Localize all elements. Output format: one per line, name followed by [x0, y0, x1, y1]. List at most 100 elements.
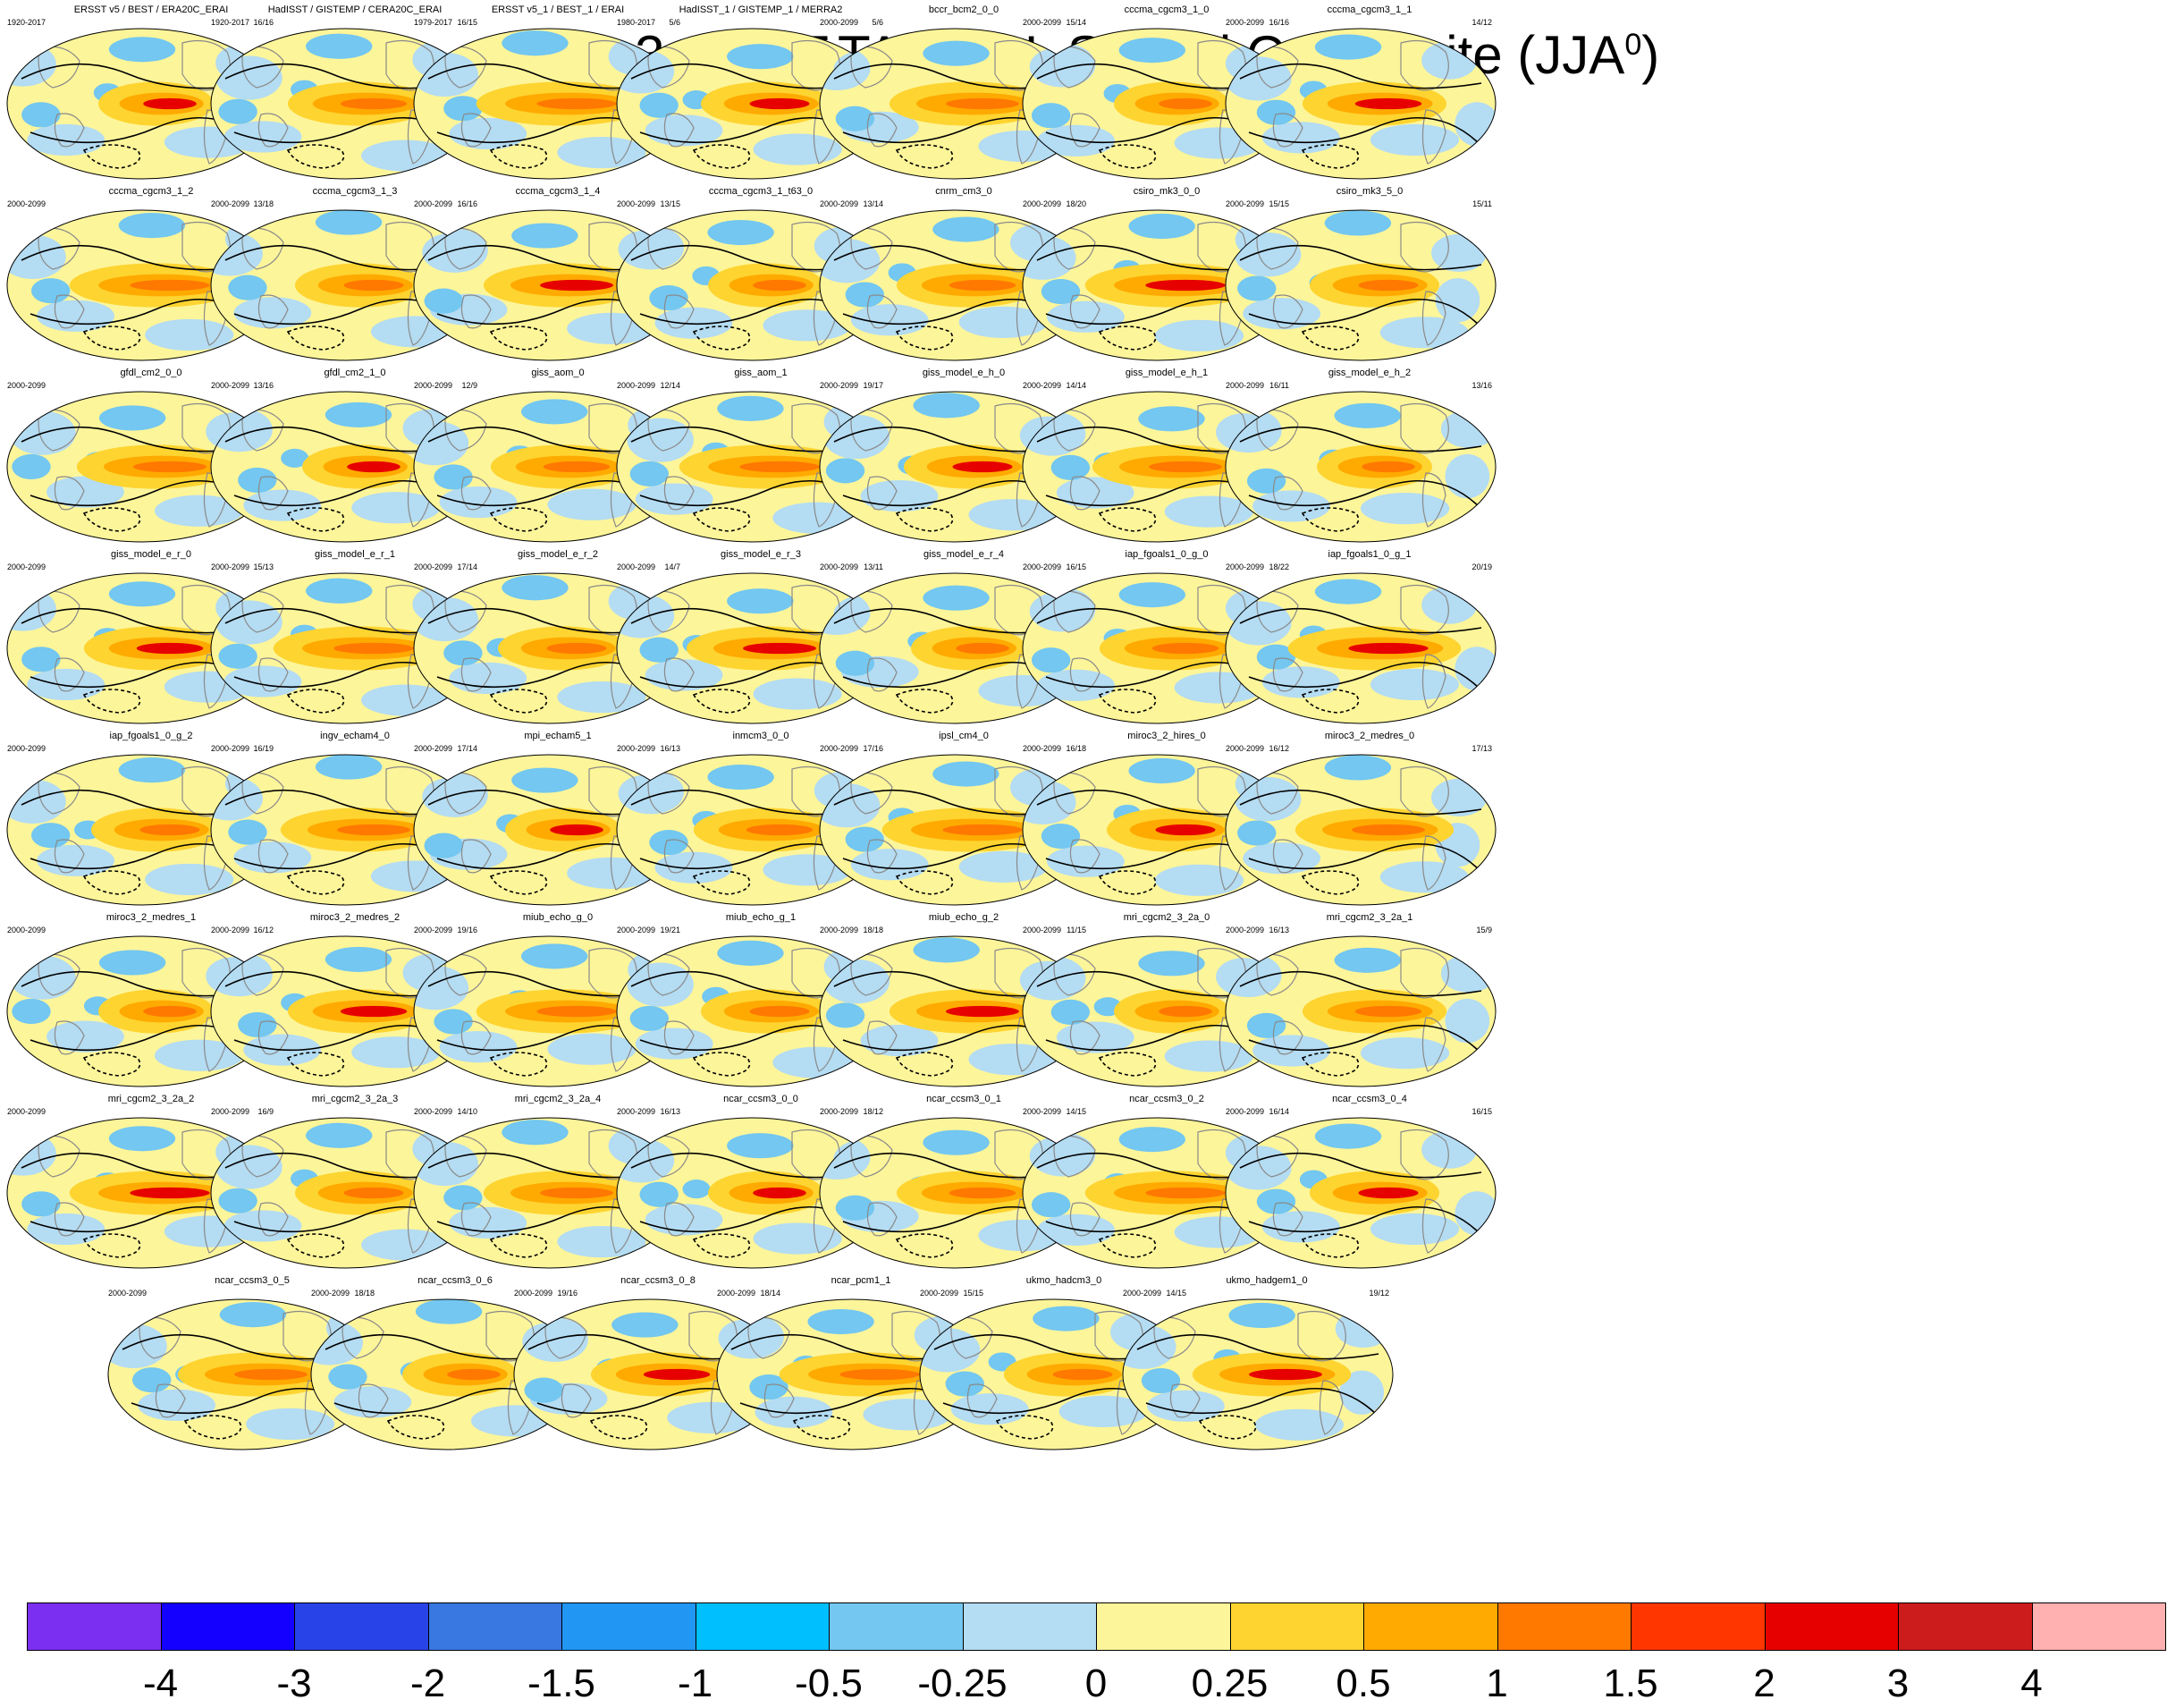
- warm-tongue-core: [1159, 97, 1212, 110]
- anomaly-patch: [238, 467, 277, 494]
- anomaly-patch: [511, 767, 578, 793]
- psl-contour: [692, 144, 751, 169]
- anomaly-patch: [629, 461, 669, 486]
- coastline: [1421, 654, 1446, 709]
- coastline: [1400, 403, 1449, 454]
- coastline: [358, 1383, 389, 1418]
- anomaly-patch: [315, 210, 383, 235]
- psl-contour: [286, 507, 345, 532]
- coastline: [850, 46, 893, 89]
- anomaly-patch: [215, 600, 282, 645]
- warm-tongue-core: [643, 1368, 711, 1381]
- psl-contour: [1239, 607, 1482, 634]
- panel-count: 16/13: [1269, 926, 1289, 934]
- map-plot: [616, 28, 888, 180]
- coastline: [1053, 409, 1096, 452]
- anomaly-patch: [1334, 402, 1401, 428]
- panel-title: ncar_pcm1_1: [831, 1275, 891, 1286]
- panel-title: inmcm3_0_0: [732, 731, 789, 741]
- coastline: [1400, 222, 1449, 273]
- coastline: [1069, 1202, 1100, 1237]
- psl-contour: [489, 870, 548, 895]
- panel-title: ncar_ccsm3_0_8: [620, 1275, 696, 1286]
- anomaly-patch: [233, 297, 312, 329]
- map-outline: [1225, 209, 1497, 361]
- anomaly-patch: [649, 830, 688, 856]
- psl-contour: [82, 1233, 141, 1258]
- coastline: [54, 839, 85, 874]
- warm-tongue-core: [1358, 279, 1419, 292]
- anomaly-patch: [639, 637, 679, 663]
- map-outline: [1225, 572, 1497, 724]
- colorbar-box: [294, 1602, 429, 1651]
- anomaly-patch: [1435, 278, 1480, 323]
- warm-tongue-core: [1352, 824, 1425, 836]
- anomaly-patch: [617, 770, 685, 815]
- anomaly-patch: [502, 575, 569, 601]
- anomaly-patch: [434, 464, 473, 490]
- coastline: [1069, 839, 1100, 874]
- panel-count: 19/17: [863, 381, 883, 390]
- panel-count: 14/12: [1471, 18, 1492, 27]
- anomaly-patch: [218, 643, 257, 669]
- anomaly-patch: [351, 492, 441, 524]
- anomaly-patch: [1226, 1146, 1292, 1190]
- panel-title: miroc3_2_medres_1: [105, 912, 197, 923]
- map-panel: mri_cgcm2_3_2a_1 2000-2099 15/9: [1222, 911, 1517, 1094]
- anomaly-patch: [27, 1213, 105, 1246]
- coastline: [1256, 1135, 1299, 1178]
- anomaly-patch: [98, 950, 166, 976]
- anomaly-patch: [98, 405, 166, 431]
- psl-contour: [895, 1052, 954, 1077]
- panel-count: 14/10: [457, 1107, 477, 1116]
- panel-count: 15/9: [1476, 926, 1492, 934]
- anomaly-patch: [154, 495, 244, 527]
- panel-title: miub_echo_g_1: [725, 912, 797, 923]
- panel-count: 12/14: [660, 381, 680, 390]
- coastline: [1069, 294, 1100, 329]
- anomaly-patch: [707, 219, 774, 246]
- panel-title: cccma_cgcm3_1_3: [312, 186, 398, 197]
- panel-count: 16/15: [1066, 562, 1086, 571]
- coastline: [444, 46, 487, 89]
- panel-years: 2000-2099: [211, 199, 250, 208]
- anomaly-patch: [820, 239, 881, 283]
- coastline: [663, 1202, 695, 1237]
- panel-count: 5/6: [669, 18, 680, 27]
- anomaly-patch: [1445, 998, 1490, 1044]
- anomaly-patch: [443, 640, 483, 666]
- panel-count: 16/16: [253, 18, 274, 27]
- panel-years: 2000-2099: [414, 562, 453, 571]
- panel-years: 2000-2099: [1123, 1289, 1162, 1298]
- warm-tongue-core: [133, 461, 207, 473]
- anomaly-patch: [281, 448, 309, 468]
- warm-tongue-core: [143, 1005, 197, 1018]
- coastline: [54, 657, 85, 692]
- coastline: [1053, 227, 1096, 270]
- anomaly-patch: [822, 959, 890, 1004]
- anomaly-patch: [860, 479, 939, 512]
- panel-count: 17/16: [863, 744, 883, 753]
- coastline: [1256, 590, 1299, 633]
- colorbar-tick-label: 0.5: [1336, 1661, 1391, 1705]
- coastline: [647, 46, 690, 89]
- anomaly-patch: [923, 585, 990, 611]
- psl-contour: [1136, 1333, 1379, 1360]
- coastline: [460, 839, 492, 874]
- coastline: [1069, 657, 1100, 692]
- panel-count: 13/11: [864, 562, 883, 571]
- anomaly-patch: [306, 578, 373, 604]
- warm-tongue-core: [1145, 279, 1226, 292]
- warm-tongue-core: [949, 279, 1016, 292]
- map-panel: iap_fgoals1_0_g_1 2000-2099 20/19: [1222, 548, 1517, 731]
- psl-contour: [1248, 299, 1482, 328]
- coastline: [38, 227, 80, 270]
- warm-tongue-core: [1354, 1005, 1422, 1018]
- panel-years: 2000-2099: [1023, 926, 1062, 934]
- panel-title: giss_aom_1: [734, 368, 788, 378]
- panel-years: 2000-2099: [414, 744, 453, 753]
- panel-count: 19/16: [557, 1289, 578, 1298]
- panel-years: 2000-2099: [820, 926, 859, 934]
- coastline: [241, 953, 284, 996]
- coastline: [850, 772, 893, 815]
